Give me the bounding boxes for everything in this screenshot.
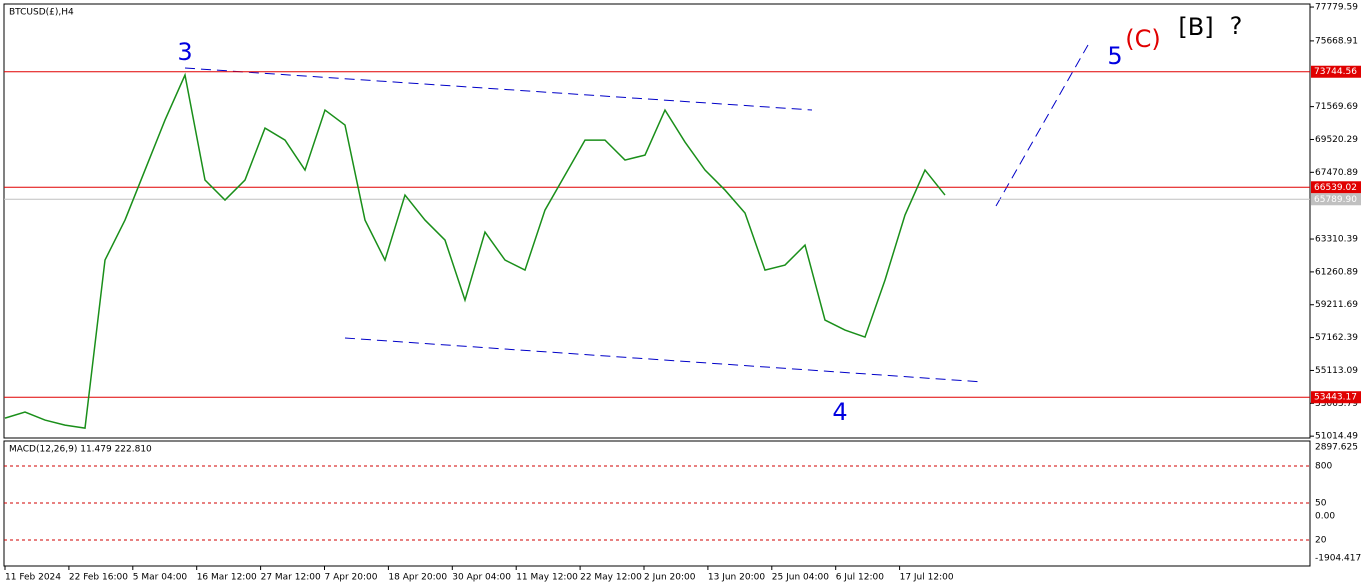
indicator-tick-label: 50 [1315,499,1327,509]
wave-label: ? [1230,12,1243,40]
y-tick-label: 61260.89 [1315,267,1358,277]
x-tick-label: 7 Apr 20:00 [325,573,378,583]
level-label: 53443.17 [1314,393,1357,403]
level-label-box [1311,181,1361,194]
y-tick-label: 75668.91 [1315,36,1358,46]
indicator-tick-label: 800 [1315,462,1332,472]
x-tick-label: 6 Jul 12:00 [836,573,885,583]
level-label-box [1311,391,1361,404]
level-label: 66539.02 [1314,183,1357,193]
indicator-levels [4,465,1310,541]
y-tick-label: 77779.59 [1315,3,1358,13]
wave-label: (C) [1125,25,1160,53]
x-tick-label: 25 Jun 04:00 [772,573,829,583]
x-tick-label: 30 Apr 04:00 [452,573,511,583]
price-frame [3,3,1311,439]
price-line [4,72,946,429]
indicator-tick-label: 2897.625 [1315,443,1358,453]
x-tick-label: 16 Mar 12:00 [197,573,257,583]
trend-lines [184,44,1089,383]
indicator-tick-label: -1904.417 [1315,554,1361,564]
x-tick-label: 11 May 12:00 [516,573,578,583]
y-tick-label: 69520.29 [1315,135,1358,145]
y-tick-label: 53063.79 [1315,399,1358,409]
trend-line [344,337,984,383]
x-tick-label: 18 Apr 20:00 [388,573,447,583]
indicator-title: MACD(12,26,9) 11.479 222.810 [9,445,152,455]
y-tick-label: 71569.69 [1315,102,1358,112]
wave-label: 5 [1107,42,1122,70]
y-tick-label: 67470.89 [1315,168,1358,178]
x-tick-label: 17 Jul 12:00 [900,573,954,583]
trend-line [995,44,1089,207]
indicator-tick-label: 20 [1315,536,1327,546]
wave-label: 4 [832,398,847,426]
level-label: 73744.56 [1314,67,1357,77]
level-label: 65789.90 [1314,195,1357,205]
y-tick-label: 51014.49 [1315,432,1358,442]
x-tick-label: 27 Mar 12:00 [261,573,321,583]
x-tick-label: 11 Feb 2024 [5,573,61,583]
trend-line [184,67,813,111]
wave-label: [B] [1178,13,1213,41]
level-label-box [1311,65,1361,78]
x-tick-label: 2 Jun 20:00 [644,573,696,583]
x-tick-label: 5 Mar 04:00 [133,573,188,583]
y-tick-label: 59211.69 [1315,300,1358,310]
x-tick-label: 13 Jun 20:00 [708,573,765,583]
y-tick-label: 57162.39 [1315,333,1358,343]
wave-label: 3 [177,38,192,66]
x-tick-label: 22 Feb 16:00 [69,573,128,583]
level-label-box [1311,193,1361,206]
y-tick-label: 55113.09 [1315,366,1358,376]
symbol-title: BTCUSD(£),H4 [9,8,74,18]
x-tick-label: 22 May 12:00 [580,573,642,583]
indicator-tick-label: 0.00 [1315,512,1335,522]
y-tick-label: 63310.39 [1315,235,1358,245]
